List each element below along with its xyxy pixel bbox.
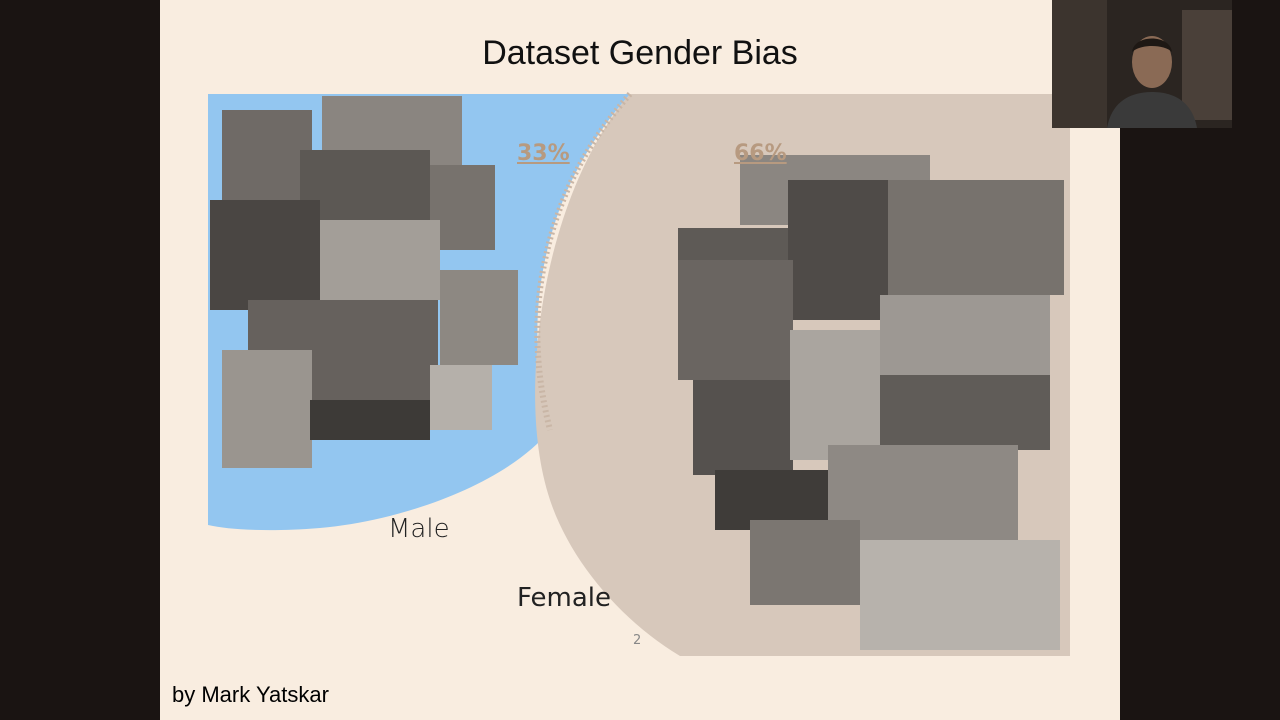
presenter-body: [1107, 92, 1197, 128]
male-photo: [310, 400, 430, 440]
presenter-head: [1132, 36, 1172, 88]
presentation-slide: Dataset Gender Bias 33% 66% Male Female …: [160, 0, 1120, 720]
male-photo: [222, 110, 312, 200]
female-percentage: 66%: [734, 141, 787, 166]
female-photo: [880, 295, 1050, 375]
female-photo: [790, 330, 880, 460]
slide-title: Dataset Gender Bias: [482, 34, 798, 72]
presenter-hair: [1132, 38, 1172, 52]
overlap-edge: [534, 92, 633, 431]
female-photo-collage: [678, 155, 1064, 650]
webcam-feed: [1052, 0, 1232, 128]
author-credit: by Mark Yatskar: [172, 682, 329, 707]
female-photo: [678, 260, 793, 380]
female-photo: [750, 520, 860, 605]
female-photo: [888, 180, 1064, 295]
female-photo: [788, 180, 893, 320]
webcam-image: [1052, 0, 1232, 128]
male-photo-collage: [210, 96, 518, 468]
male-percentage: 33%: [517, 141, 570, 166]
male-photo: [430, 165, 495, 250]
venn-regions: [208, 92, 1070, 656]
female-photo: [860, 540, 1060, 650]
male-photo: [210, 200, 320, 310]
female-photo: [880, 375, 1050, 450]
slide-page-number: 2: [633, 633, 642, 648]
female-label: Female: [517, 583, 612, 613]
male-photo: [430, 365, 492, 430]
male-photo: [440, 270, 518, 365]
male-label: Male: [388, 514, 450, 544]
female-photo: [693, 380, 793, 475]
male-photo: [320, 220, 440, 300]
male-photo: [222, 350, 312, 468]
